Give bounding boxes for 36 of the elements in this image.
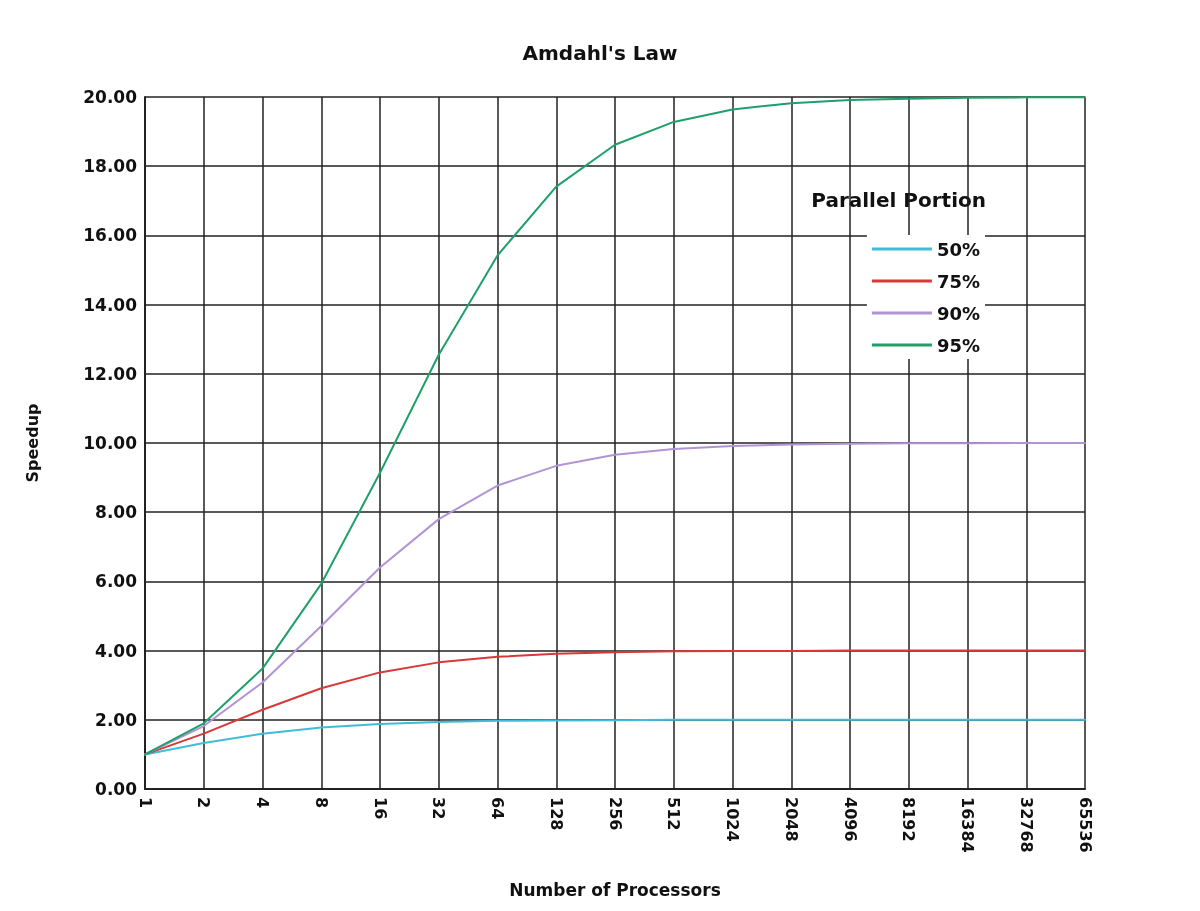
legend-label: 95%	[936, 334, 981, 356]
y-tick-label: 4.00	[95, 640, 138, 661]
x-tick-label: 65536	[1075, 797, 1095, 853]
y-tick-label: 20.00	[83, 87, 138, 107]
legend-label: 75%	[936, 270, 981, 292]
y-tick-label: 12.00	[83, 363, 138, 384]
y-tick-label: 6.00	[95, 571, 138, 592]
x-tick-label: 8192	[899, 797, 919, 842]
x-tick-label: 32	[429, 797, 449, 820]
y-tick-label: 18.00	[83, 156, 138, 177]
legend-label: 50%	[936, 238, 981, 260]
y-tick-label: 10.00	[83, 433, 138, 453]
x-tick-label: 4	[253, 797, 272, 809]
x-tick-label: 512	[664, 797, 684, 831]
y-tick-label: 2.00	[95, 709, 138, 730]
x-tick-label: 8	[311, 797, 331, 809]
legend-label: 90%	[936, 302, 981, 324]
y-tick-label: 14.00	[83, 294, 138, 315]
x-tick-label: 4096	[840, 797, 860, 842]
x-tick-label: 2048	[781, 797, 801, 842]
x-tick-label: 1024	[723, 797, 742, 842]
x-axis-title: Number of Processors	[509, 879, 721, 900]
y-axis-title: Speedup	[22, 403, 42, 483]
x-tick-label: 2	[194, 797, 214, 809]
chart-title: Amdahl's Law	[522, 41, 678, 65]
line-series	[144, 649, 1086, 756]
x-tick-label: 64	[488, 797, 507, 820]
y-tick-label: 8.00	[95, 502, 138, 523]
y-tick-label: 16.00	[83, 225, 138, 246]
x-tick-label: 128	[546, 797, 566, 831]
x-tick-label: 256	[605, 797, 625, 831]
y-tick-label: 0.00	[95, 779, 138, 799]
x-tick-label: 16	[370, 797, 390, 820]
x-tick-label: 32768	[1016, 797, 1036, 853]
x-tick-label: 1	[135, 797, 155, 809]
x-tick-label: 16384	[958, 797, 977, 853]
